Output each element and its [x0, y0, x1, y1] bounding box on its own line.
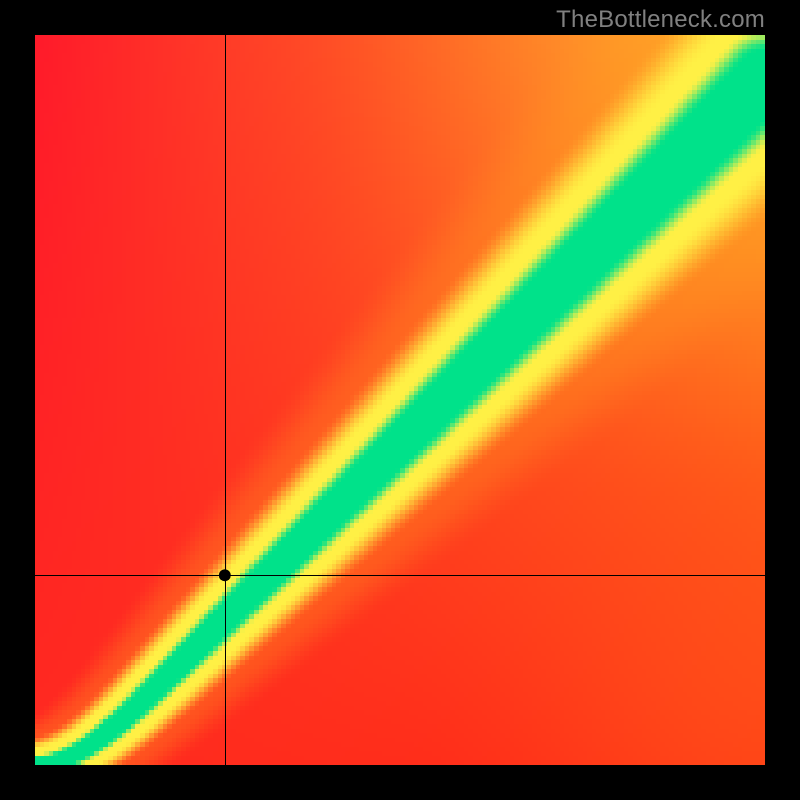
watermark-text: TheBottleneck.com — [556, 6, 765, 34]
chart-container: TheBottleneck.com — [0, 0, 800, 800]
bottleneck-heatmap — [35, 35, 765, 765]
